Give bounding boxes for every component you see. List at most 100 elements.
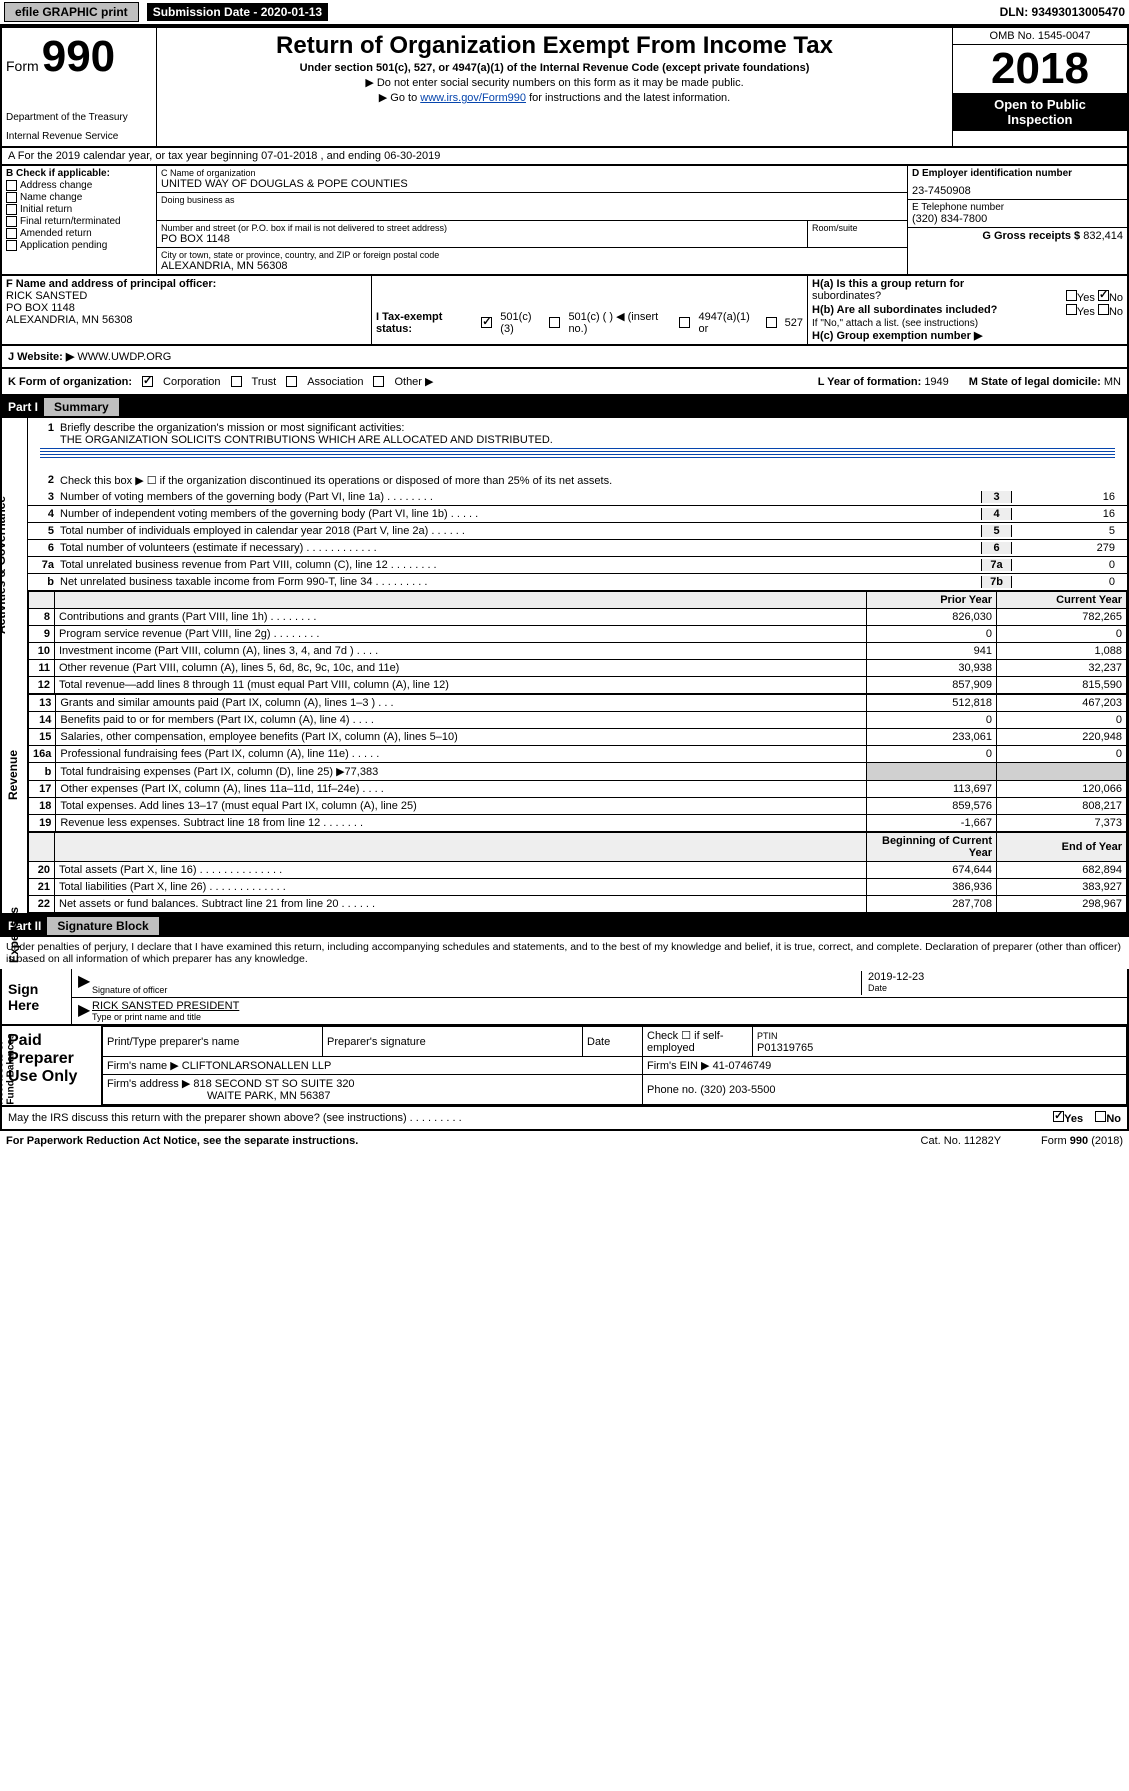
row-label: Contributions and grants (Part VIII, lin… [55, 609, 867, 626]
ssn-note: ▶ Do not enter social security numbers o… [161, 76, 948, 89]
sig-label: Signature of officer [92, 985, 861, 995]
chk-other[interactable] [373, 376, 384, 387]
chk-ha-no[interactable] [1098, 290, 1109, 301]
checkbox-icon[interactable] [6, 192, 17, 203]
chk-final-return[interactable]: Final return/terminated [6, 216, 152, 227]
checkbox-icon[interactable] [6, 228, 17, 239]
chk-discuss-yes[interactable] [1053, 1111, 1064, 1122]
org-name-label: C Name of organization [161, 168, 903, 178]
section-f-h: F Name and address of principal officer:… [0, 276, 1129, 346]
chk-address-change[interactable]: Address change [6, 180, 152, 191]
gov-line: 3 Number of voting members of the govern… [28, 489, 1127, 506]
form-ref: Form 990 (2018) [1041, 1135, 1123, 1147]
ptin-cell: PTINP01319765 [753, 1027, 1127, 1057]
chk-527[interactable] [766, 317, 777, 328]
line-val: 0 [1011, 576, 1121, 588]
line-box: 5 [981, 525, 1011, 537]
ha-label: H(a) Is this a group return for [812, 278, 964, 290]
gov-line: 6 Total number of volunteers (estimate i… [28, 540, 1127, 557]
k-corp: Corporation [163, 376, 220, 388]
gov-line: 7a Total unrelated business revenue from… [28, 557, 1127, 574]
line-box: 3 [981, 491, 1011, 503]
chk-discuss-no[interactable] [1095, 1111, 1106, 1122]
line-box: 6 [981, 542, 1011, 554]
curr-val: 808,217 [997, 798, 1127, 815]
line-k: K Form of organization: Corporation Trus… [0, 369, 1129, 396]
opt-label: Final return/terminated [20, 216, 121, 227]
signature-section: Sign Here ▶ Signature of officer 2019-12… [0, 969, 1129, 1026]
chk-initial-return[interactable]: Initial return [6, 204, 152, 215]
chk-amended[interactable]: Amended return [6, 228, 152, 239]
row-label: Total liabilities (Part X, line 26) . . … [55, 879, 867, 896]
chk-name-change[interactable]: Name change [6, 192, 152, 203]
checkbox-icon[interactable] [6, 180, 17, 191]
chk-ha-yes[interactable] [1066, 290, 1077, 301]
chk-corp[interactable] [142, 376, 153, 387]
city-row: City or town, state or province, country… [157, 248, 907, 274]
net-header-row: Beginning of Current Year End of Year [29, 833, 1127, 862]
rev-header-row: Prior Year Current Year [29, 592, 1127, 609]
row-num: 17 [29, 781, 56, 798]
efile-button[interactable]: efile GRAPHIC print [4, 2, 139, 22]
sig-fill: Signature of officer [92, 971, 861, 995]
hb-note: If "No," attach a list. (see instruction… [812, 318, 1123, 329]
header-right: OMB No. 1545-0047 2018 Open to Public In… [952, 28, 1127, 146]
form-header: Form 990 Department of the Treasury Inte… [0, 26, 1129, 148]
curr-val: 682,894 [997, 862, 1127, 879]
line-num: 3 [34, 491, 60, 503]
irs-link[interactable]: www.irs.gov/Form990 [420, 92, 526, 104]
curr-year-hdr: Current Year [997, 592, 1127, 609]
curr-val: 7,373 [997, 815, 1127, 832]
table-row: 9 Program service revenue (Part VIII, li… [29, 626, 1127, 643]
checkbox-icon[interactable] [6, 204, 17, 215]
chk-hb-yes[interactable] [1066, 304, 1077, 315]
k-assoc: Association [307, 376, 363, 388]
table-row: 18 Total expenses. Add lines 13–17 (must… [29, 798, 1127, 815]
city-value: ALEXANDRIA, MN 56308 [161, 260, 903, 272]
firm-addr2: WAITE PARK, MN 56387 [207, 1090, 330, 1102]
sig-name-line: ▶ RICK SANSTED PRESIDENT Type or print n… [72, 998, 1127, 1024]
row-num: 12 [29, 677, 55, 694]
chk-4947[interactable] [679, 317, 690, 328]
table-row: 16a Professional fundraising fees (Part … [29, 746, 1127, 763]
opt-label: Address change [20, 180, 92, 191]
sign-here-grid: Sign Here ▶ Signature of officer 2019-12… [2, 969, 1127, 1024]
firm-phone-cell: Phone no. (320) 203-5500 [643, 1075, 1127, 1105]
firm-name-cell: Firm's name ▶ CLIFTONLARSONALLEN LLP [103, 1057, 643, 1075]
row-num: 10 [29, 643, 55, 660]
q2-text: Check this box ▶ ☐ if the organization d… [60, 474, 612, 487]
curr-val: 815,590 [997, 677, 1127, 694]
chk-501c[interactable] [549, 317, 560, 328]
summary-content: 1 Briefly describe the organization's mi… [28, 418, 1127, 913]
website-row: J Website: ▶ WWW.UWDP.ORG [0, 346, 1129, 369]
part-1-label: Part I [8, 400, 38, 414]
row-num: 18 [29, 798, 56, 815]
hc-label: H(c) Group exemption number ▶ [812, 330, 982, 342]
row-num: 20 [29, 862, 55, 879]
curr-val: 120,066 [997, 781, 1127, 798]
part-1-title: Summary [44, 398, 119, 416]
q1-answer: THE ORGANIZATION SOLICITS CONTRIBUTIONS … [60, 434, 1121, 446]
k-right: L Year of formation: 1949 M State of leg… [818, 376, 1121, 388]
row-num: b [29, 763, 56, 781]
chk-trust[interactable] [231, 376, 242, 387]
instructions-link-line: ▶ Go to www.irs.gov/Form990 for instruct… [161, 91, 948, 104]
checkbox-icon[interactable] [6, 216, 17, 227]
line-num: 5 [34, 525, 60, 537]
chk-501c3[interactable] [481, 317, 492, 328]
checkbox-icon[interactable] [6, 240, 17, 251]
org-name: UNITED WAY OF DOUGLAS & POPE COUNTIES [161, 178, 903, 190]
status-527: 527 [785, 317, 803, 329]
no-label: No [1109, 292, 1123, 304]
line-val: 16 [1011, 508, 1121, 520]
chk-app-pending[interactable]: Application pending [6, 240, 152, 251]
row-num: 16a [29, 746, 56, 763]
row-label: Total revenue—add lines 8 through 11 (mu… [55, 677, 867, 694]
line-val: 5 [1011, 525, 1121, 537]
curr-val: 0 [997, 626, 1127, 643]
row-num: 9 [29, 626, 55, 643]
chk-assoc[interactable] [286, 376, 297, 387]
box-g: G Gross receipts $ 832,414 [908, 228, 1127, 244]
paid-preparer-section: Paid Preparer Use Only Print/Type prepar… [0, 1026, 1129, 1107]
chk-hb-no[interactable] [1098, 304, 1109, 315]
